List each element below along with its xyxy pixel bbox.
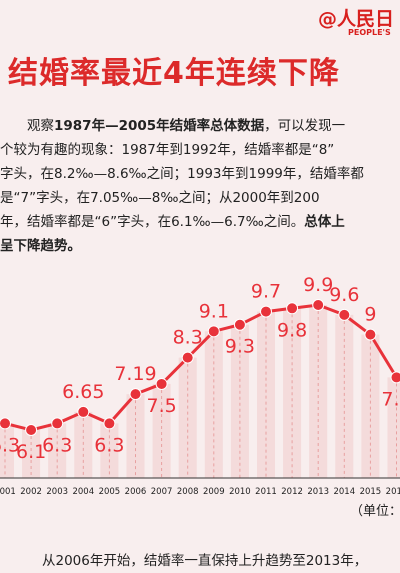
data-label: 9.9 (303, 274, 333, 296)
logo-subtext: PEOPLE'S (348, 28, 391, 37)
data-label: 7.5 (146, 395, 176, 417)
data-label: 6.1 (16, 441, 46, 463)
point (0, 417, 11, 430)
point (207, 325, 220, 338)
point (286, 302, 299, 315)
logo: @人民日 PEOPLE'S (318, 4, 394, 37)
x-tick-label: 2001 (0, 487, 16, 497)
data-label: 9.7 (251, 281, 281, 303)
point (260, 305, 272, 318)
x-tick-label: 2011 (255, 487, 277, 497)
column (257, 311, 275, 478)
column (361, 334, 380, 478)
x-tick-label: 2004 (72, 487, 94, 497)
data-label: 9.8 (277, 319, 307, 341)
x-tick-label: 2005 (99, 487, 121, 497)
text: 是“7”字头，在7.05‰—8‰之间；从2000年到200 (0, 190, 320, 206)
text: 字头，在8.2‰—8.6‰之间；1993年到1999年，结婚率都 (0, 166, 364, 182)
bold-text: 1987年—2005年结婚率总体数据 (54, 118, 265, 134)
data-label: 6.3 (94, 434, 124, 456)
column (230, 324, 249, 478)
column (100, 423, 119, 478)
paragraph-line: 观察1987年—2005年结婚率总体数据，可以发现一 (0, 114, 400, 138)
point (364, 328, 377, 341)
data-label: 9.6 (329, 284, 359, 306)
x-tick-label: 2010 (229, 487, 251, 497)
paragraph-line: 年，结婚率都是“6”字头，在6.1‰—6.7‰之间。总体上 (0, 210, 400, 234)
paragraph-line: 个较为有趣的现象：1987年到1992年，结婚率都是“8” (0, 138, 400, 162)
point (312, 299, 325, 311)
bold-text: 总体上 (304, 214, 345, 230)
x-tick-label: 2013 (307, 487, 329, 497)
point (51, 417, 64, 430)
point (390, 371, 400, 384)
paragraph-line: 是“7”字头，在7.05‰—8‰之间；从2000年到200 (0, 186, 400, 210)
x-tick-label: 2003 (46, 487, 68, 497)
paragraph-line: 字头，在8.2‰—8.6‰之间；1993年到1999年，结婚率都 (0, 162, 400, 186)
bold-text: 呈下降趋势。 (0, 238, 81, 254)
x-tick-label: 2008 (177, 487, 199, 497)
point (181, 351, 194, 364)
data-label: 8.3 (173, 327, 203, 349)
column (126, 394, 145, 478)
column (0, 423, 14, 478)
text: 年，结婚率都是“6”字头，在6.1‰—6.7‰之间。 (0, 214, 305, 230)
point (25, 424, 38, 436)
text: 观察 (0, 118, 54, 134)
data-label: 6.65 (62, 381, 104, 403)
text: 个较为有趣的现象：1987年到1992年，结婚率都是“8” (0, 142, 335, 158)
line (4, 303, 398, 432)
logo-text: @人民日 (318, 8, 395, 30)
x-tick-label: 2009 (203, 487, 225, 497)
data-label: 9.1 (199, 300, 229, 322)
point (77, 405, 90, 418)
point (338, 308, 351, 321)
x-tick-label: 2014 (333, 487, 355, 497)
data-label: 7.19 (114, 363, 156, 385)
data-label: 6.3 (42, 434, 72, 456)
point (103, 417, 116, 430)
x-tick-label: 2015 (360, 487, 382, 497)
column (335, 314, 354, 478)
unit-label: （单位： (350, 504, 400, 519)
point (129, 388, 142, 401)
x-tick-label: 2006 (125, 487, 147, 497)
paragraph-line: 呈下降趋势。 (0, 234, 400, 258)
point (155, 377, 168, 390)
data-label: 9 (364, 304, 376, 326)
text: ，可以发现一 (264, 118, 346, 134)
column (48, 423, 67, 478)
point (233, 318, 246, 331)
paragraph: 观察1987年—2005年结婚率总体数据，可以发现一个较为有趣的现象：1987年… (0, 114, 400, 258)
x-tick-label: 2012 (281, 487, 303, 497)
title: 结婚率最近4年连续下降 (8, 56, 340, 91)
column (74, 411, 93, 478)
x-tick-label: 2016 (386, 487, 400, 497)
x-tick-label: 2002 (20, 487, 42, 497)
x-tick-label: 2007 (151, 487, 173, 497)
column (152, 383, 171, 478)
data-label: 9.3 (225, 336, 255, 358)
footer-text: 从2006年开始，结婚率一直保持上升趋势至2013年， (42, 553, 368, 569)
data-label: 7.7 (381, 388, 400, 410)
data-label: 6.3 (0, 434, 20, 456)
